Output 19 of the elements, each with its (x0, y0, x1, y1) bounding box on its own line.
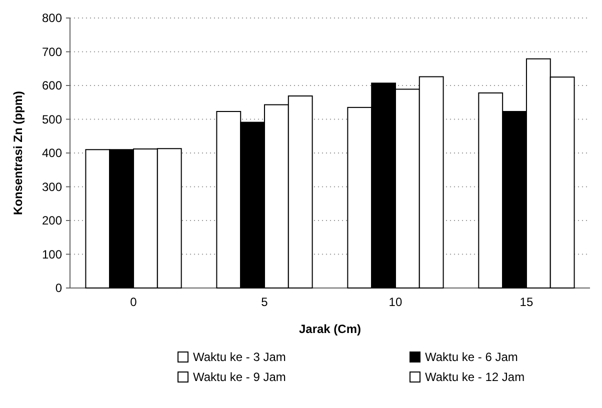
y-tick-label: 0 (55, 281, 62, 296)
x-tick-label: 0 (130, 295, 138, 309)
y-tick-label: 100 (42, 247, 62, 262)
legend-label: Waktu ke - 6 Jam (425, 350, 518, 364)
y-tick-label: 600 (42, 78, 62, 93)
y-tick-label: 700 (42, 44, 62, 59)
legend-label: Waktu ke - 9 Jam (193, 370, 286, 384)
y-tick-label: 200 (42, 214, 62, 228)
x-tick-label: 15 (520, 295, 534, 309)
y-axis-title: Konsentrasi Zn (ppm) (11, 90, 25, 216)
x-tick-label: 10 (388, 295, 402, 309)
y-tick-label: 800 (42, 11, 62, 26)
legend-label: Waktu ke - 3 Jam (193, 350, 286, 364)
legend-label: Waktu ke - 12 Jam (425, 370, 525, 384)
y-tick-label: 300 (42, 180, 62, 194)
x-tick-label: 5 (261, 295, 268, 309)
y-tick-label: 400 (42, 146, 62, 160)
x-axis-title: Jarak (Cm) (298, 322, 362, 336)
y-tick-label: 500 (42, 112, 62, 126)
